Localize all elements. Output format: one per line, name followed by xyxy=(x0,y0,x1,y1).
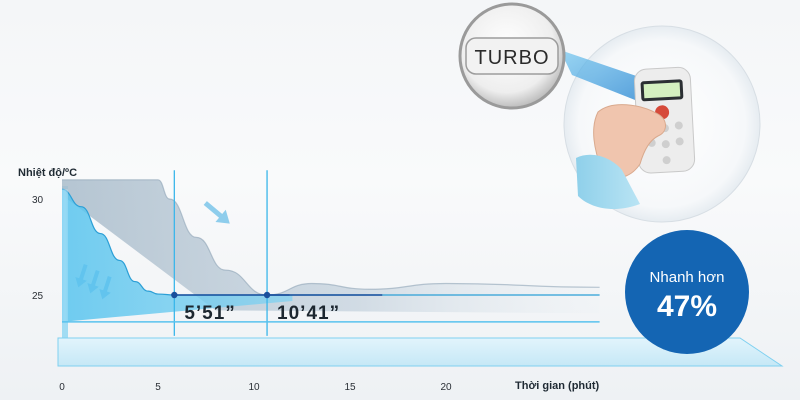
badge-circle xyxy=(625,230,749,354)
time-marker-point xyxy=(263,291,271,299)
time-label: 5’51” xyxy=(184,303,235,324)
down-arrow-icon xyxy=(75,263,88,288)
signal-beam xyxy=(560,50,648,102)
time-label: 10’41” xyxy=(277,303,340,324)
faster-badge: Nhanh hơn 47% xyxy=(625,230,749,354)
turbo-area-edge xyxy=(62,189,68,322)
badge-line1: Nhanh hơn xyxy=(650,269,725,286)
time-labels: 5’51” 10’41” xyxy=(184,303,340,324)
chart-floor xyxy=(57,337,784,367)
x-axis-title: Thời gian (phút) xyxy=(515,380,600,392)
cold-air-arrows xyxy=(75,263,112,300)
grey-flow-arrow-icon xyxy=(203,201,230,224)
turbo-button-label: TURBO xyxy=(475,47,550,69)
x-tick-label: 10 xyxy=(248,382,260,393)
axis-ticks: 0 5 10 15 20 30 25 xyxy=(32,195,452,393)
x-tick-label: 15 xyxy=(344,382,356,393)
normal-mode-area-layer xyxy=(62,179,600,314)
remote-illustration: TURBO xyxy=(458,2,761,223)
turbo-button xyxy=(465,37,559,75)
y-axis-title: Nhiệt độ/ºC xyxy=(18,167,77,179)
down-arrow-icon xyxy=(87,269,100,294)
sleeve xyxy=(576,154,640,210)
x-tick-label: 5 xyxy=(155,382,161,393)
x-tick-label: 20 xyxy=(440,382,452,393)
series-normal-line xyxy=(62,179,600,296)
time-guides-layer xyxy=(62,170,600,336)
series-turbo-area xyxy=(62,189,600,322)
down-arrow-icon xyxy=(99,275,112,300)
time-marker-point xyxy=(171,291,178,299)
y-tick-label: 30 xyxy=(32,195,44,206)
series-normal-area xyxy=(62,179,600,314)
badge-line2: 47% xyxy=(657,290,717,323)
x-tick-label: 0 xyxy=(59,382,65,393)
y-tick-label: 25 xyxy=(32,291,44,302)
